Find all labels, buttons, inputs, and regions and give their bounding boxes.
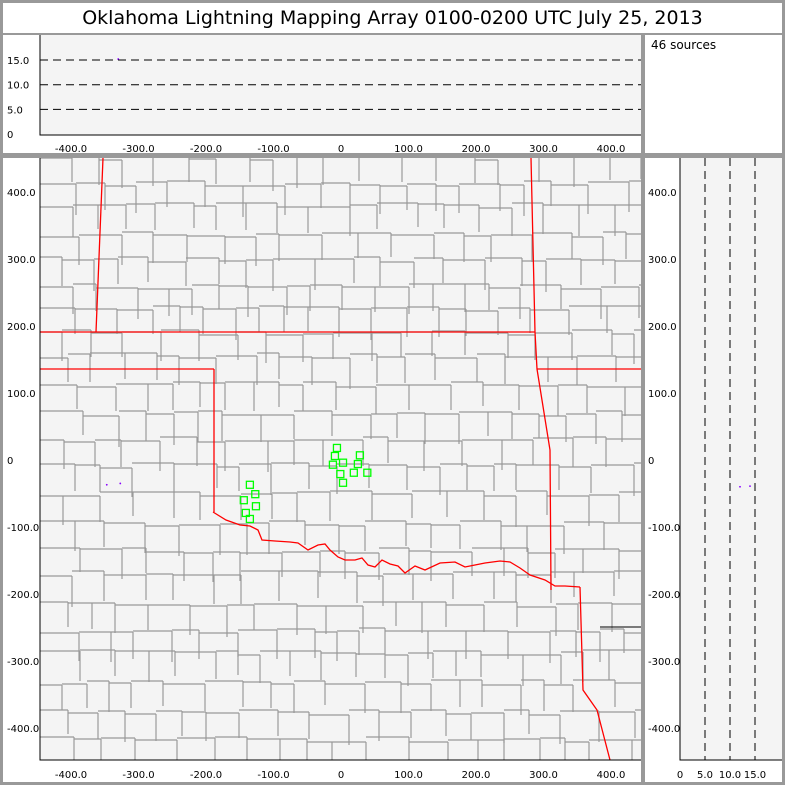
x-tick-label: -300.0 bbox=[122, 770, 154, 781]
y-tick-label: -200.0 bbox=[648, 590, 680, 601]
x-tick-label: 100.0 bbox=[394, 770, 423, 781]
station-marker bbox=[251, 490, 260, 499]
y-tick-label: -300.0 bbox=[7, 657, 39, 668]
x-tick-label: -300.0 bbox=[122, 144, 154, 155]
station-marker bbox=[336, 469, 345, 479]
source-point bbox=[119, 482, 122, 485]
y-tick-label: -400.0 bbox=[7, 724, 39, 735]
y-tick-label: 15.0 bbox=[7, 56, 29, 67]
station-marker bbox=[239, 496, 248, 505]
y-tick-label: 200.0 bbox=[648, 322, 677, 333]
top-axes bbox=[39, 35, 641, 136]
x-tick-label: 100.0 bbox=[394, 144, 423, 155]
station-marker bbox=[355, 451, 365, 460]
y-tick-label: 400.0 bbox=[648, 188, 677, 199]
plot-title: Oklahoma Lightning Mapping Array 0100-02… bbox=[3, 3, 782, 33]
y-tick-label: 5.0 bbox=[7, 105, 23, 116]
y-tick-label: 0 bbox=[648, 456, 654, 467]
source-point bbox=[105, 483, 108, 486]
station-marker bbox=[353, 459, 363, 469]
station-marker bbox=[251, 502, 261, 511]
x-tick-label: -400.0 bbox=[55, 770, 87, 781]
y-tick-label: 0 bbox=[7, 130, 13, 141]
source-point bbox=[117, 58, 120, 60]
y-tick-label: -100.0 bbox=[7, 523, 39, 534]
map-axes bbox=[39, 158, 641, 761]
station-marker bbox=[338, 458, 348, 467]
source-count: 46 sources bbox=[651, 38, 717, 52]
station-marker bbox=[332, 443, 342, 453]
x-tick-label: 0 bbox=[338, 770, 344, 781]
station-marker bbox=[338, 478, 348, 487]
y-tick-label: 200.0 bbox=[7, 322, 36, 333]
side-plot-area bbox=[680, 158, 782, 760]
x-tick-label: -400.0 bbox=[55, 144, 87, 155]
x-tick-label: 400.0 bbox=[597, 770, 626, 781]
station-marker bbox=[328, 460, 338, 469]
x-tick-label: -100.0 bbox=[257, 770, 289, 781]
x-tick-label: 0 bbox=[677, 770, 683, 781]
y-tick-label: 10.0 bbox=[7, 81, 29, 92]
x-tick-label: 15.0 bbox=[744, 770, 766, 781]
info-panel bbox=[645, 35, 782, 153]
side-axes bbox=[679, 158, 782, 761]
x-tick-label: 0 bbox=[338, 144, 344, 155]
station-marker bbox=[245, 480, 255, 489]
x-tick-label: 10.0 bbox=[719, 770, 741, 781]
red-river-border bbox=[212, 511, 581, 588]
station-marker bbox=[245, 514, 255, 524]
x-tick-label: 200.0 bbox=[462, 144, 491, 155]
x-tick-label: 400.0 bbox=[597, 144, 626, 155]
y-tick-label: 0 bbox=[7, 456, 13, 467]
source-point bbox=[749, 485, 751, 488]
y-tick-label: -300.0 bbox=[648, 657, 680, 668]
station-marker bbox=[363, 468, 372, 477]
y-tick-label: 300.0 bbox=[648, 255, 677, 266]
y-tick-label: -100.0 bbox=[648, 523, 680, 534]
x-tick-label: -200.0 bbox=[190, 770, 222, 781]
x-tick-label: 300.0 bbox=[529, 144, 558, 155]
y-tick-label: -400.0 bbox=[648, 724, 680, 735]
x-tick-label: -200.0 bbox=[190, 144, 222, 155]
station-marker bbox=[349, 468, 358, 477]
x-tick-label: 200.0 bbox=[462, 770, 491, 781]
y-tick-label: 100.0 bbox=[648, 389, 677, 400]
station-marker bbox=[330, 451, 340, 461]
colorado-border bbox=[95, 158, 104, 333]
x-tick-label: -100.0 bbox=[257, 144, 289, 155]
x-tick-label: 300.0 bbox=[529, 770, 558, 781]
source-point bbox=[739, 485, 741, 488]
y-tick-label: -200.0 bbox=[7, 590, 39, 601]
y-tick-label: 400.0 bbox=[7, 188, 36, 199]
y-tick-label: 300.0 bbox=[7, 255, 36, 266]
state-borders bbox=[40, 158, 641, 760]
county-borders bbox=[40, 158, 641, 760]
y-tick-label: 100.0 bbox=[7, 389, 36, 400]
x-tick-label: 5.0 bbox=[697, 770, 713, 781]
texas-arkansas-louisiana-border bbox=[579, 586, 611, 760]
